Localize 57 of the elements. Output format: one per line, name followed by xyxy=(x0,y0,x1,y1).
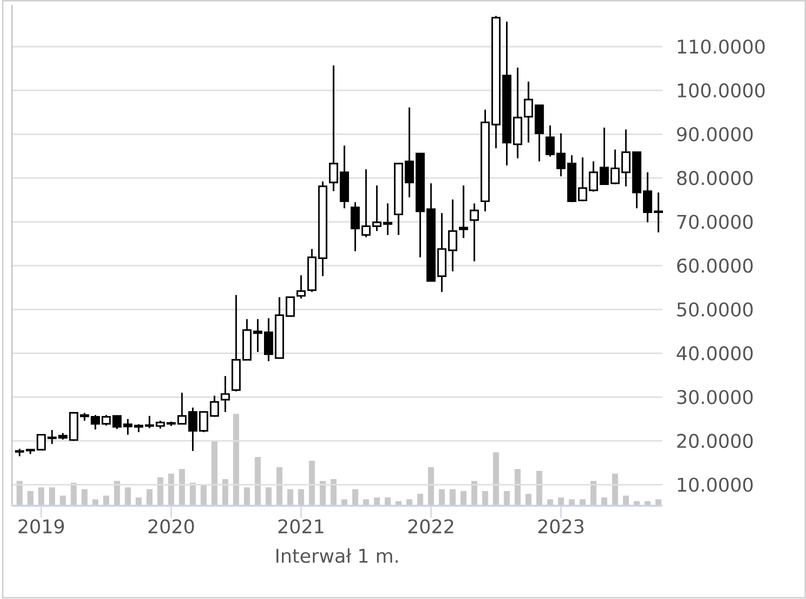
bar xyxy=(233,414,240,506)
candlestick xyxy=(220,376,230,414)
bar xyxy=(38,488,44,506)
x-tick-label: 2019 xyxy=(18,519,64,534)
candlestick xyxy=(296,274,306,300)
x-axis-title: Interwał 1 m. xyxy=(276,548,398,564)
bar xyxy=(124,488,131,506)
x-tick-label: 2022 xyxy=(408,519,454,534)
bar xyxy=(157,477,164,506)
y-tick-label: 20.0000 xyxy=(677,434,753,448)
y-tick-label: 90.0000 xyxy=(677,127,753,142)
bar xyxy=(514,469,521,506)
candlestick xyxy=(470,202,479,262)
candlestick xyxy=(546,124,555,158)
bar xyxy=(146,489,152,506)
y-tick-label: 80.0000 xyxy=(677,171,753,186)
bar xyxy=(266,488,272,506)
y-tick-label: 70.0000 xyxy=(677,214,753,230)
bar xyxy=(308,460,315,506)
x-tick-label: 2023 xyxy=(538,519,584,534)
candlestick xyxy=(654,192,663,234)
bar xyxy=(276,467,282,506)
bar xyxy=(536,471,542,506)
y-tick-label: 50.0000 xyxy=(677,302,753,317)
y-tick-label: 30.0000 xyxy=(677,390,753,404)
y-tick-label: 10.0000 xyxy=(678,478,753,492)
bar xyxy=(504,491,510,506)
bar xyxy=(298,489,304,506)
bar xyxy=(460,491,466,506)
candlestick xyxy=(328,64,338,192)
x-tick-label: 2021 xyxy=(278,519,324,534)
candlestick xyxy=(458,184,468,240)
bar xyxy=(287,489,294,506)
bar xyxy=(222,479,228,506)
bar xyxy=(244,488,250,506)
bar xyxy=(492,452,499,506)
bar xyxy=(352,489,358,506)
bar xyxy=(330,479,337,506)
bar xyxy=(612,474,618,506)
bar xyxy=(49,488,56,506)
bar xyxy=(211,440,218,506)
y-tick-label: 100.0000 xyxy=(678,84,765,98)
candlestick xyxy=(210,395,220,418)
bar xyxy=(27,491,34,506)
bar xyxy=(482,491,488,506)
bar xyxy=(82,489,88,506)
bar xyxy=(438,489,445,506)
bar xyxy=(200,486,207,506)
bar xyxy=(254,457,261,506)
bar xyxy=(178,469,185,506)
bar xyxy=(168,474,174,506)
x-tick-label: 2020 xyxy=(148,519,194,534)
y-tick-label: 60.0000 xyxy=(677,258,753,274)
bar xyxy=(450,489,456,506)
y-tick-label: 110.0000 xyxy=(678,40,765,54)
bar xyxy=(428,467,434,506)
y-tick-label: 40.0000 xyxy=(676,346,753,361)
